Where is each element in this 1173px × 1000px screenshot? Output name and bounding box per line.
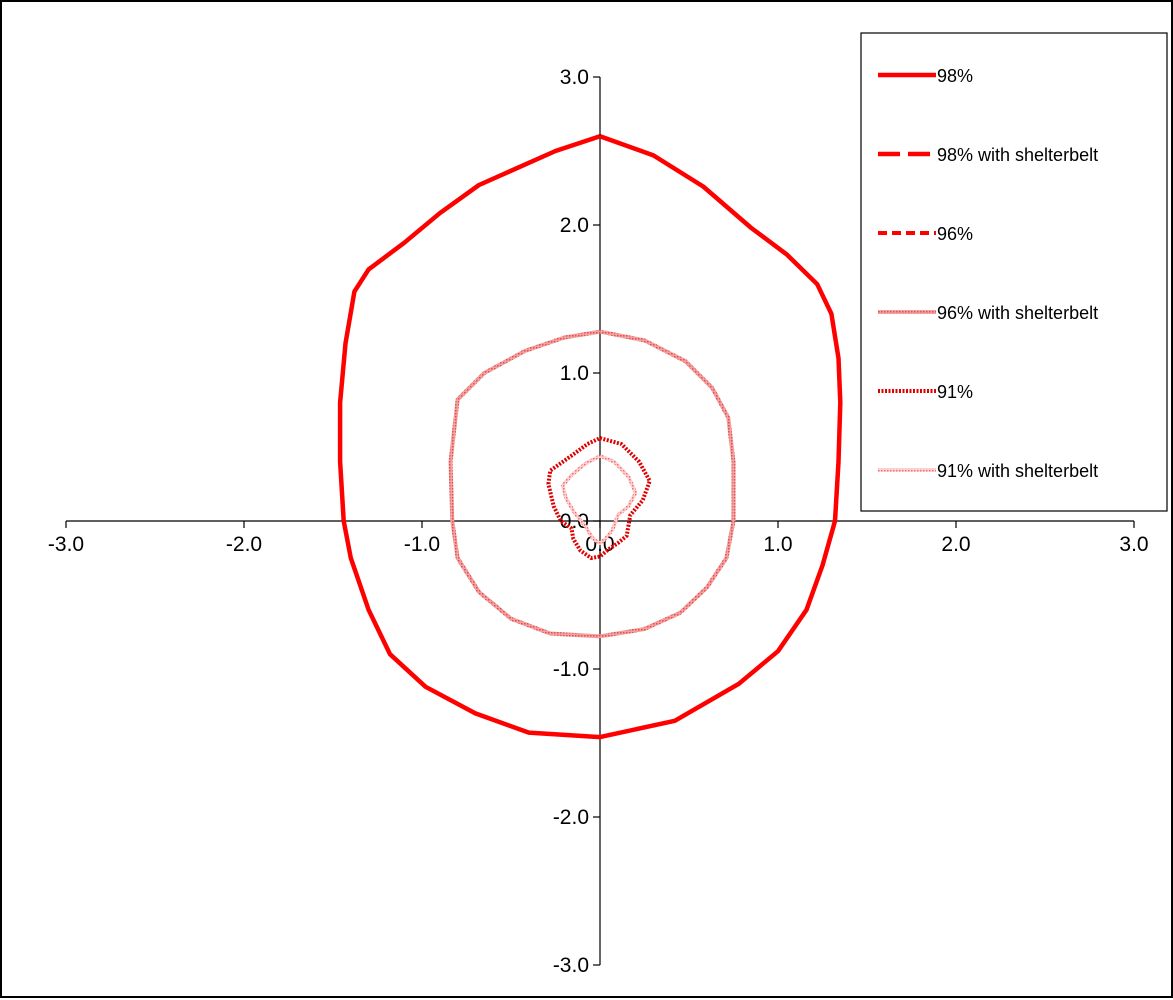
legend-label: 98% <box>937 66 973 86</box>
x-tick-label: 2.0 <box>941 533 970 556</box>
legend-label: 91% with shelterbelt <box>937 461 1098 481</box>
series-line <box>560 454 638 545</box>
series-line <box>546 436 652 560</box>
y-tick-label: -3.0 <box>553 954 589 977</box>
y-tick-label: 3.0 <box>560 66 589 89</box>
x-tick-label: -1.0 <box>404 533 440 556</box>
y-tick-label: 1.0 <box>560 362 589 385</box>
x-tick-label: 3.0 <box>1119 533 1148 556</box>
legend-label: 96% <box>937 224 973 244</box>
legend-label: 91% <box>937 382 973 402</box>
legend-box <box>860 32 1168 512</box>
legend-label: 98% with shelterbelt <box>937 145 1098 165</box>
legend-label: 96% with shelterbelt <box>937 303 1098 323</box>
series-line <box>448 329 736 639</box>
y-tick-label: -2.0 <box>553 806 589 829</box>
x-tick-label: -2.0 <box>226 533 262 556</box>
x-tick-label: 1.0 <box>763 533 792 556</box>
series-line <box>337 134 843 740</box>
y-tick-label: 2.0 <box>560 214 589 237</box>
x-tick-label: -3.0 <box>48 533 84 556</box>
y-tick-label: -1.0 <box>553 658 589 681</box>
